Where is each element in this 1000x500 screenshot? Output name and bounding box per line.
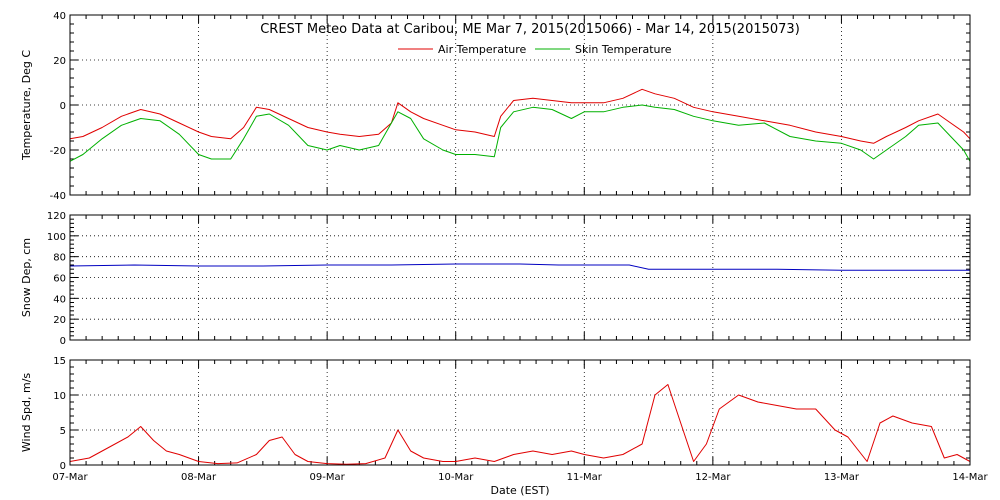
x-tick-label: 13-Mar [824,472,860,483]
wind-speed-series-line [69,384,971,465]
temperature-y-axis-title: Temperature, Deg C [20,50,33,161]
snow-depth-ytick-label: 60 [53,274,66,285]
snow-depth-y-axis-title: Snow Dep, cm [20,238,33,317]
snow-depth-ytick-label: 40 [53,294,66,305]
temperature-series-air-temperature [69,88,971,144]
x-tick-label: 12-Mar [695,472,731,483]
temperature-ytick-label: -40 [50,191,66,202]
x-tick-label: 11-Mar [567,472,603,483]
snow-depth-frame [69,214,971,341]
wind-speed-y-axis-title: Wind Spd, m/s [20,373,33,453]
x-tick-label: 10-Mar [438,472,474,483]
wind-speed-frame [69,359,971,466]
temperature-ytick-label: 40 [53,11,66,22]
wind-speed-ytick-label: 5 [60,426,66,437]
x-tick-label: 07-Mar [52,472,88,483]
snow-depth-series-line [69,263,970,271]
x-tick-label: 09-Mar [310,472,346,483]
snow-depth-ytick-label: 20 [53,315,66,326]
chart-title: CREST Meteo Data at Caribou, ME Mar 7, 2… [260,22,800,37]
snow-depth-ytick-label: 100 [47,232,66,243]
x-axis-title: Date (EST) [490,484,549,497]
legend-label: Air Temperature [438,43,527,56]
snow-depth-ytick-label: 0 [60,336,66,347]
temperature-series-skin-temperature [69,104,971,162]
snow-depth-ytick-label: 80 [53,253,66,264]
x-tick-label: 14-Mar [952,472,988,483]
temperature-ytick-label: 20 [53,56,66,67]
snow-depth-ytick-label: 120 [47,211,66,222]
temperature-frame [69,14,971,196]
temperature-ytick-label: 0 [60,101,66,112]
wind-speed-ytick-label: 0 [60,461,66,472]
wind-speed-ytick-label: 15 [53,356,66,367]
legend-label: Skin Temperature [575,43,672,56]
x-tick-label: 08-Mar [181,472,217,483]
temperature-ytick-label: -20 [50,146,66,157]
wind-speed-ytick-label: 10 [53,391,66,402]
